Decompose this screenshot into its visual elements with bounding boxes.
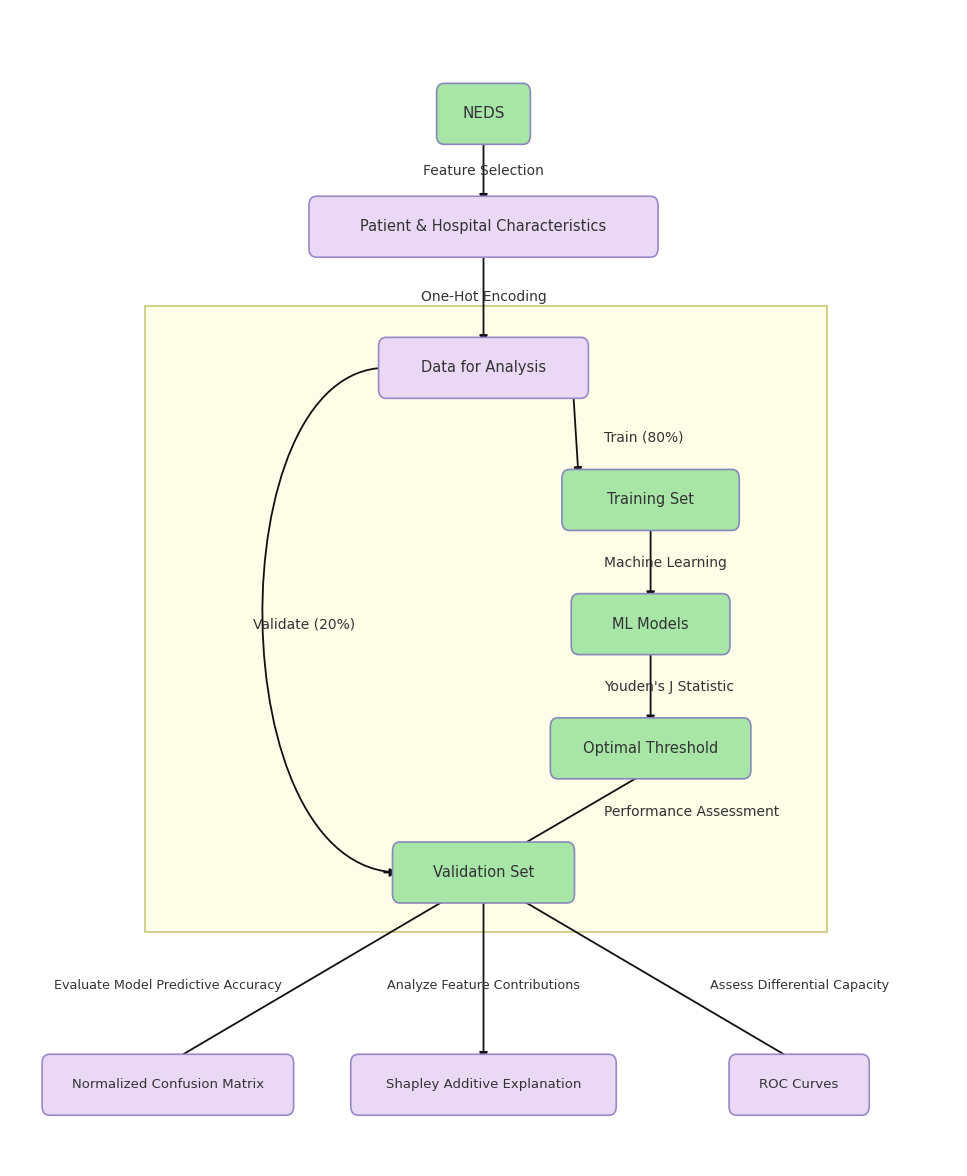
Text: Patient & Hospital Characteristics: Patient & Hospital Characteristics [361,219,606,234]
FancyBboxPatch shape [43,1054,294,1115]
FancyBboxPatch shape [351,1054,616,1115]
FancyBboxPatch shape [729,1054,869,1115]
Text: Evaluate Model Predictive Accuracy: Evaluate Model Predictive Accuracy [54,978,281,991]
Text: Normalized Confusion Matrix: Normalized Confusion Matrix [72,1078,264,1091]
Text: Validation Set: Validation Set [433,866,534,880]
Text: Feature Selection: Feature Selection [424,165,543,179]
Text: Analyze Feature Contributions: Analyze Feature Contributions [387,978,580,991]
Text: Data for Analysis: Data for Analysis [421,360,546,375]
Text: One-Hot Encoding: One-Hot Encoding [421,289,546,303]
Text: ROC Curves: ROC Curves [759,1078,838,1091]
Text: Performance Assessment: Performance Assessment [604,804,779,818]
FancyBboxPatch shape [437,83,530,145]
Text: Assess Differential Capacity: Assess Differential Capacity [710,978,889,991]
FancyBboxPatch shape [379,338,588,399]
Text: Validate (20%): Validate (20%) [253,617,356,632]
FancyBboxPatch shape [393,842,574,903]
FancyBboxPatch shape [550,717,750,779]
Text: Shapley Additive Explanation: Shapley Additive Explanation [386,1078,581,1091]
FancyBboxPatch shape [309,196,658,258]
Text: Machine Learning: Machine Learning [604,556,727,570]
FancyBboxPatch shape [562,469,739,530]
FancyBboxPatch shape [145,306,827,933]
FancyBboxPatch shape [571,594,730,655]
Text: NEDS: NEDS [462,106,505,121]
Text: Optimal Threshold: Optimal Threshold [583,741,718,756]
Text: Youden's J Statistic: Youden's J Statistic [604,681,734,694]
Text: ML Models: ML Models [612,616,689,632]
Text: Train (80%): Train (80%) [604,430,684,445]
Text: Training Set: Training Set [607,493,694,507]
